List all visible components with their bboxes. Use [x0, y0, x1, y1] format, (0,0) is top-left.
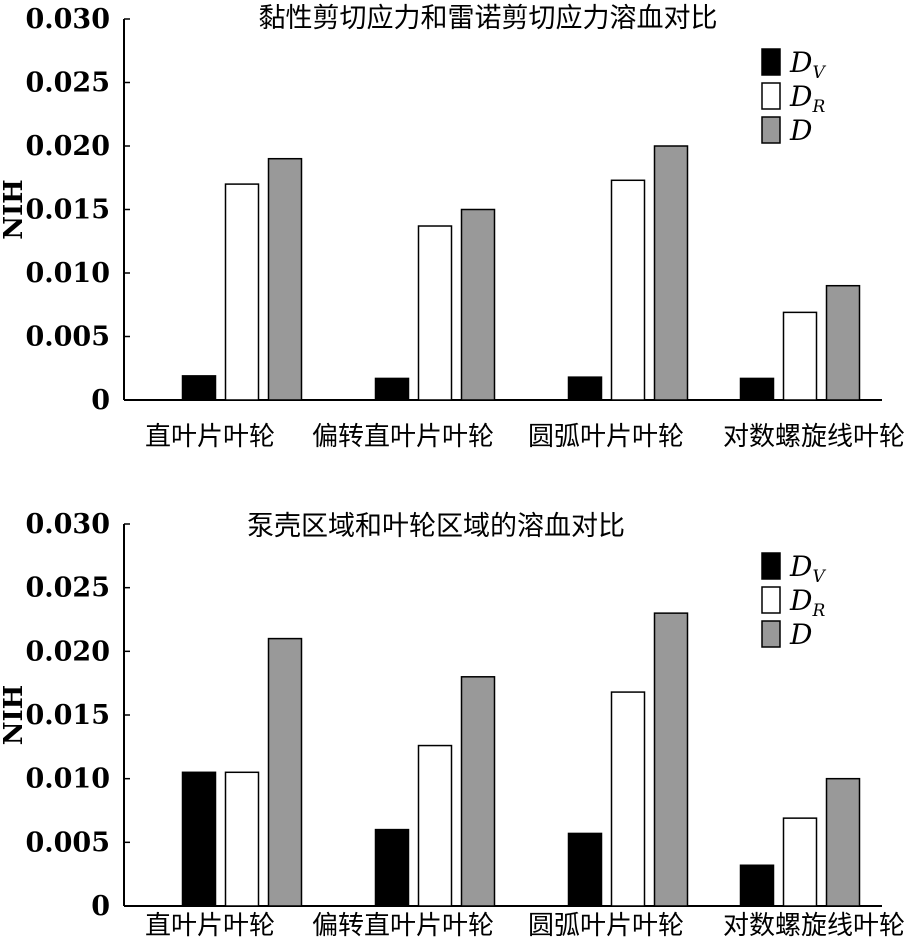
bar-d-3	[825, 777, 861, 907]
bar-d-v-0	[181, 771, 217, 907]
bar-d-r-1	[417, 744, 453, 907]
bar-d-r-3	[782, 817, 818, 907]
legend-label-main: D	[789, 550, 812, 583]
legend-label-main: D	[789, 80, 812, 113]
bar-d-r-3	[782, 311, 818, 401]
y-tick-label: 0	[91, 385, 110, 416]
legend-label-sub: V	[812, 567, 826, 587]
y-tick-label: 0.010	[25, 764, 110, 795]
y-axis-label: NIH	[0, 685, 29, 746]
x-category-label: 直叶片叶轮	[145, 422, 275, 452]
bar-d-3	[825, 284, 861, 401]
chart-viscous-vs-reynolds: 黏性剪切应力和雷诺剪切应力溶血对比 NIH 0 0.005 0.010 0.015 0.02…	[0, 3, 905, 452]
legend-label-main: D	[789, 618, 812, 651]
x-category-label: 偏转直叶片叶轮	[312, 422, 494, 452]
y-tick-label: 0.010	[25, 258, 110, 289]
legend-label-main: D	[789, 114, 812, 147]
y-tick-label: 0.025	[25, 68, 110, 99]
legend-swatch	[761, 620, 781, 648]
bar-d-0	[267, 157, 303, 401]
y-tick-label: 0	[91, 891, 110, 922]
bar-d-r-1	[417, 225, 453, 401]
x-category-label: 直叶片叶轮	[145, 911, 275, 941]
y-tick-label: 0.005	[25, 827, 110, 858]
legend-label-main: D	[789, 46, 812, 79]
legend-label: DR	[789, 584, 825, 621]
legend-label: DR	[789, 80, 825, 117]
legend-label: D	[789, 114, 812, 147]
y-axis-label: NIH	[0, 179, 29, 240]
bar-d-1	[460, 208, 496, 401]
legend-label-sub: R	[811, 97, 825, 117]
y-tick-label: 0.005	[25, 322, 110, 353]
bar-d-1	[460, 676, 496, 907]
x-category-label: 圆弧叶片叶轮	[528, 422, 684, 452]
bar-d-2	[653, 612, 689, 907]
bar-d-v-2	[567, 376, 603, 401]
y-tick-label: 0.015	[25, 195, 110, 226]
legend-label-sub: R	[811, 601, 825, 621]
x-category-label: 偏转直叶片叶轮	[312, 911, 494, 941]
y-tick-label: 0.020	[25, 131, 110, 162]
y-tick-label: 0.020	[25, 636, 110, 667]
chart-title: 泵壳区域和叶轮区域的溶血对比	[247, 511, 625, 542]
bar-d-v-3	[739, 377, 775, 401]
x-category-label: 对数螺旋线叶轮	[723, 911, 905, 941]
bar-d-2	[653, 145, 689, 401]
legend-label-sub: V	[812, 63, 826, 83]
legend-label: D	[789, 618, 812, 651]
legend-swatch	[761, 586, 781, 614]
legend-label: DV	[789, 550, 826, 587]
y-tick-label: 0.025	[25, 573, 110, 604]
y-tick-label: 0.030	[25, 509, 110, 540]
bar-d-v-0	[181, 375, 217, 401]
legend-swatch	[761, 82, 781, 110]
x-category-label: 圆弧叶片叶轮	[528, 911, 684, 941]
legend-swatch	[761, 48, 781, 76]
bar-d-r-0	[224, 183, 260, 401]
legend-swatch	[761, 552, 781, 580]
bar-d-r-2	[610, 179, 646, 401]
bar-d-r-0	[224, 771, 260, 907]
chart-title: 黏性剪切应力和雷诺剪切应力溶血对比	[259, 3, 718, 34]
bar-d-r-2	[610, 691, 646, 907]
x-category-label: 对数螺旋线叶轮	[723, 422, 905, 452]
chart-casing-vs-impeller: 泵壳区域和叶轮区域的溶血对比 NIH 0 0.005 0.010 0.015 0.020 0.…	[0, 509, 905, 941]
bar-d-v-1	[374, 828, 410, 907]
legend-label-main: D	[789, 584, 812, 617]
bar-d-v-1	[374, 377, 410, 401]
bar-d-v-3	[739, 864, 775, 907]
legend-label: DV	[789, 46, 826, 83]
y-tick-label: 0.015	[25, 700, 110, 731]
legend-swatch	[761, 116, 781, 144]
bar-d-v-2	[567, 832, 603, 907]
y-tick-label: 0.030	[25, 4, 110, 35]
bar-d-0	[267, 637, 303, 907]
